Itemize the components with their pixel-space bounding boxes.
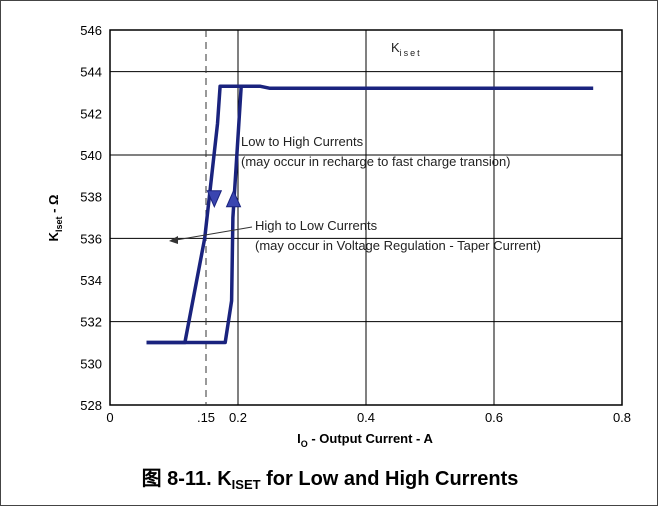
annotation-arrow-head — [169, 236, 178, 244]
figure-caption: 图 8-11. KISET for Low and High Currents — [141, 468, 519, 492]
y-tick-label: 538 — [80, 190, 102, 205]
x-axis-title: IO - Output Current - A — [297, 431, 433, 449]
y-tick-label: 528 — [80, 398, 102, 413]
y-tick-label: 544 — [80, 65, 102, 80]
y-axis-title: KIset - Ω — [46, 195, 64, 242]
high-to-low-line1: High to Low Currents — [255, 218, 378, 233]
y-tick-label: 540 — [80, 148, 102, 163]
series-markers — [206, 189, 242, 208]
y-tick-labels: 528 530 532 534 536 538 540 542 544 546 — [80, 23, 102, 413]
y-tick-label: 536 — [80, 231, 102, 246]
high-to-low-line2: (may occur in Voltage Regulation - Taper… — [255, 238, 541, 253]
x-tick-labels: 0 .15 0.2 0.4 0.6 0.8 — [106, 410, 631, 425]
y-tick-label: 530 — [80, 356, 102, 371]
x-tick-label: .15 — [197, 410, 215, 425]
low-to-high-line1: Low to High Currents — [241, 134, 364, 149]
grid — [110, 30, 622, 405]
x-tick-label: 0.8 — [613, 410, 631, 425]
chart: 0 .15 0.2 0.4 0.6 0.8 528 530 532 534 536 538 540 54… — [46, 23, 631, 449]
kiset-label: Kiset — [391, 40, 422, 58]
y-tick-label: 534 — [80, 273, 102, 288]
annotation-arrow — [175, 226, 253, 241]
y-tick-label: 546 — [80, 23, 102, 38]
arrow-marker-down — [206, 190, 223, 208]
x-tick-label: 0.4 — [357, 410, 375, 425]
x-tick-label: 0 — [106, 410, 113, 425]
series-line-1 — [146, 84, 594, 345]
x-tick-label: 0.2 — [229, 410, 247, 425]
x-tick-label: 0.6 — [485, 410, 503, 425]
low-to-high-line2: (may occur in recharge to fast charge tr… — [241, 154, 511, 169]
arrow-marker-up — [225, 189, 242, 208]
y-tick-label: 542 — [80, 106, 102, 121]
y-tick-label: 532 — [80, 315, 102, 330]
